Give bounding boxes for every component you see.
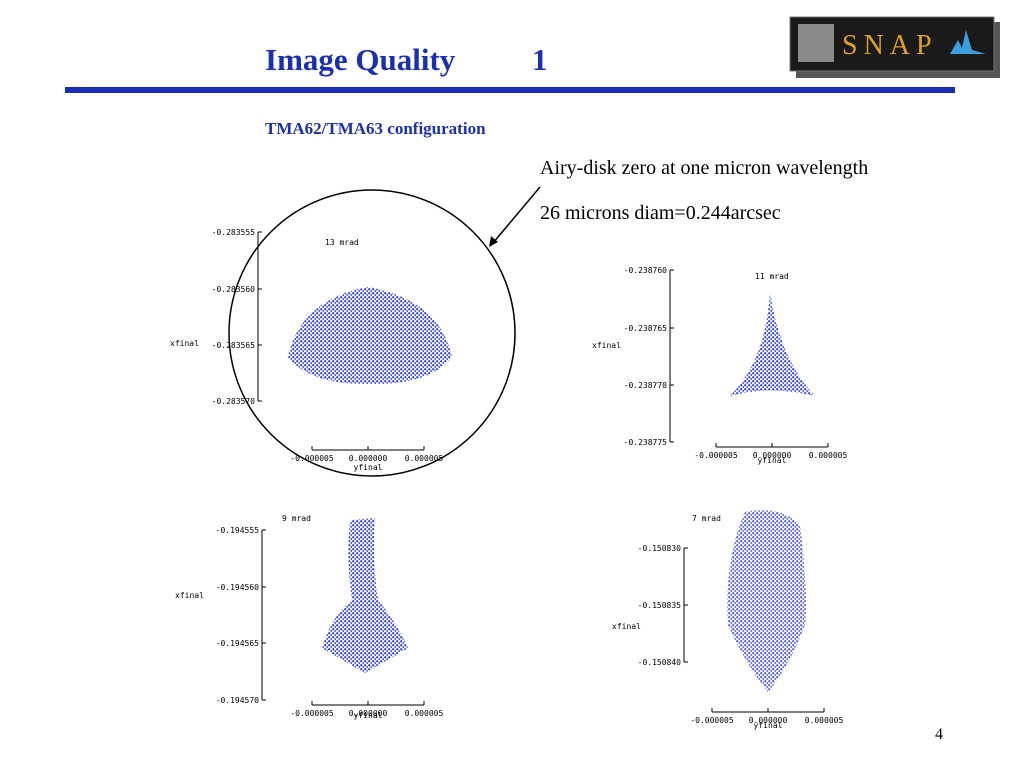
y-tick-label: -0.150835 (638, 601, 682, 610)
spot-cloud (322, 518, 408, 673)
y-tick-label: -0.194570 (216, 696, 260, 705)
y-axis-label: xfinal (175, 591, 204, 600)
plot-label: 13 mrad (325, 238, 359, 247)
logo-text: SNAP (842, 30, 938, 61)
y-tick-label: -0.238765 (624, 324, 668, 333)
x-tick-label: -0.000005 (690, 716, 734, 725)
y-tick-label: -0.194565 (216, 639, 260, 648)
x-tick-label: 0.000000 (349, 454, 388, 463)
y-axis-label: xfinal (592, 341, 621, 350)
x-tick-label: -0.000005 (290, 709, 334, 718)
x-tick-label: 0.000005 (405, 454, 444, 463)
logo-spectrum (950, 30, 986, 54)
logo: SNAP (789, 16, 1000, 78)
x-axis-label: yfinal (354, 463, 383, 472)
y-tick-label: -0.283560 (212, 285, 256, 294)
title-number: 1 (532, 42, 548, 77)
x-tick-label: -0.000005 (694, 451, 738, 460)
plot-label: 11 mrad (755, 272, 789, 281)
x-tick-label: 0.000000 (753, 451, 792, 460)
x-tick-label: 0.000000 (349, 709, 388, 718)
y-tick-label: -0.283565 (212, 341, 256, 350)
y-tick-label: -0.150840 (638, 658, 682, 667)
spot-cloud (727, 510, 806, 692)
spot-cloud (288, 287, 452, 385)
x-axis-label: yfinal (354, 711, 383, 720)
y-tick-label: -0.238775 (624, 438, 668, 447)
airy-circle (228, 189, 516, 477)
subtitle: TMA62/TMA63 configuration (265, 119, 486, 138)
logo-image (798, 24, 834, 62)
y-tick-label: -0.238770 (624, 381, 668, 390)
note: 26 microns diam=0.244arcsec (540, 202, 781, 224)
x-tick-label: 0.000000 (749, 716, 788, 725)
page-number: 4 (935, 726, 943, 743)
y-tick-label: -0.283555 (212, 228, 256, 237)
note: Airy-disk zero at one micron wavelength (540, 157, 868, 179)
y-tick-label: -0.194560 (216, 583, 260, 592)
y-tick-label: -0.150830 (638, 544, 682, 553)
x-axis-label: yfinal (754, 721, 783, 730)
x-tick-label: 0.000005 (805, 716, 844, 725)
y-tick-label: -0.238760 (624, 266, 668, 275)
x-tick-label: 0.000005 (405, 709, 444, 718)
arrowhead (489, 236, 498, 247)
y-tick-label: -0.194555 (216, 526, 260, 535)
plot-label: 7 mrad (692, 514, 721, 523)
x-axis-label: yfinal (758, 456, 787, 465)
arrow (492, 186, 541, 244)
rule (65, 87, 955, 93)
spot-cloud (730, 292, 815, 396)
x-tick-label: 0.000005 (809, 451, 848, 460)
title: Image Quality (265, 42, 456, 77)
y-axis-label: xfinal (612, 622, 641, 631)
plot-label: 9 mrad (282, 514, 311, 523)
x-tick-label: -0.000005 (290, 454, 334, 463)
y-axis-label: xfinal (170, 339, 199, 348)
y-tick-label: -0.283570 (212, 397, 256, 406)
